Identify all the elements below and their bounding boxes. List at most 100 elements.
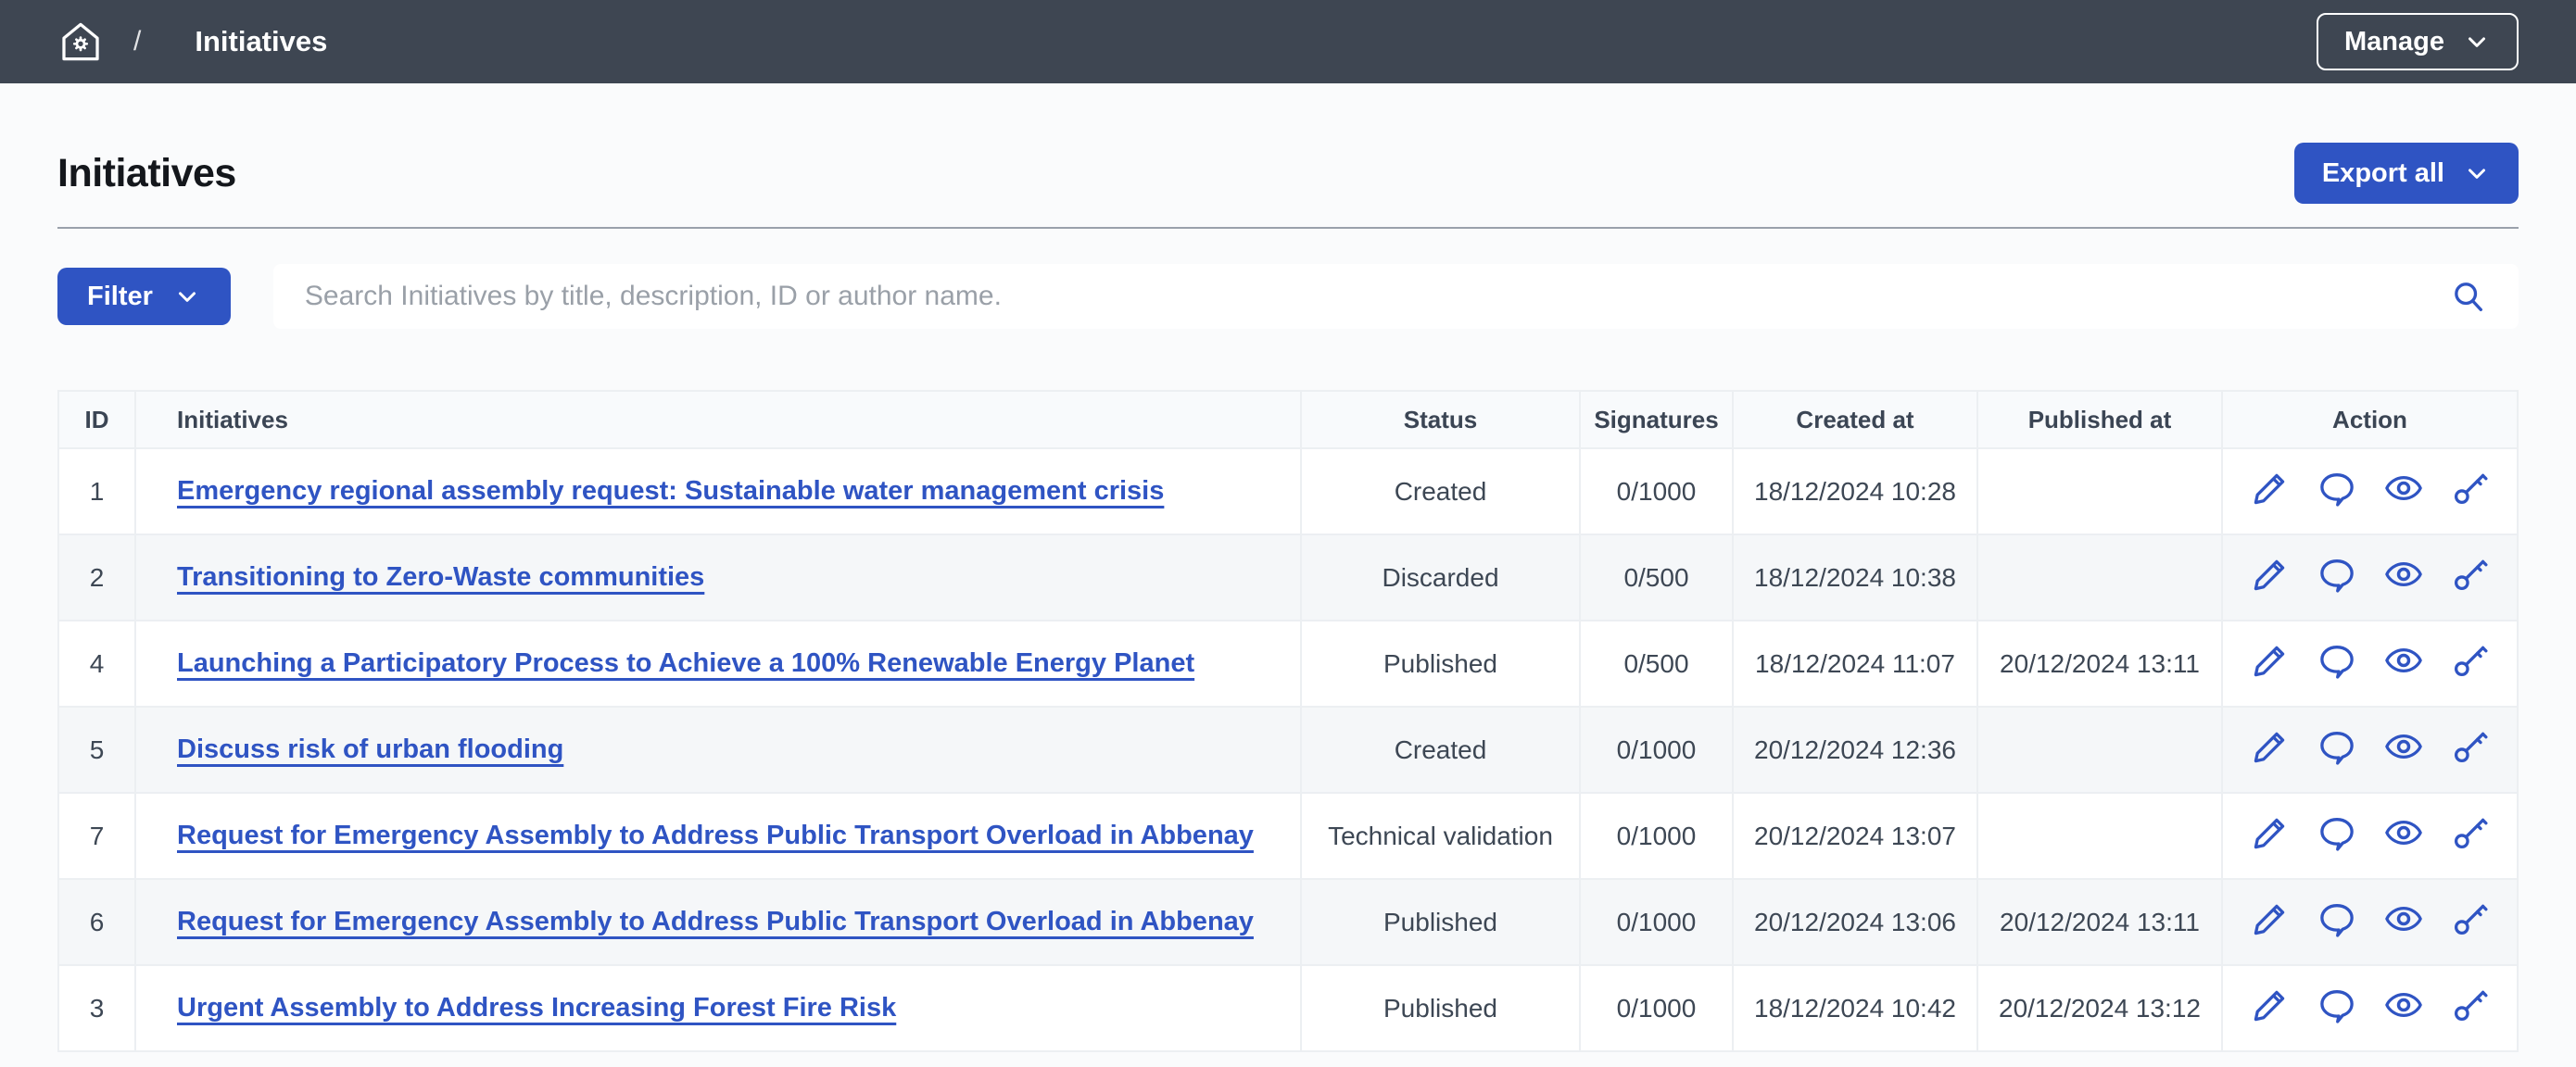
search-bar (272, 264, 2519, 329)
edit-pencil-icon[interactable] (2250, 468, 2291, 508)
header-divider (57, 227, 2519, 229)
column-header-created-at: Created at (1732, 390, 1978, 449)
column-header-id: ID (57, 390, 136, 449)
initiative-signatures: 0/500 (1579, 620, 1734, 708)
edit-pencil-icon[interactable] (2250, 726, 2291, 767)
answer-chat-icon[interactable] (2317, 898, 2357, 939)
preview-eye-icon[interactable] (2383, 985, 2424, 1025)
export-all-label: Export all (2321, 157, 2444, 188)
permissions-key-icon[interactable] (2450, 640, 2491, 681)
initiative-created-at: 20/12/2024 13:06 (1732, 878, 1978, 966)
initiative-status: Discarded (1300, 534, 1581, 621)
initiative-title-link[interactable]: Transitioning to Zero-Waste communities (177, 562, 705, 592)
table-header: ID Initiatives Status Signatures Created… (57, 390, 2519, 449)
answer-chat-icon[interactable] (2317, 640, 2357, 681)
edit-pencil-icon[interactable] (2250, 985, 2291, 1025)
filter-button-label: Filter (87, 281, 153, 311)
initiative-title-link[interactable]: Request for Emergency Assembly to Addres… (177, 821, 1254, 850)
initiative-title-cell: Launching a Participatory Process to Ach… (134, 620, 1302, 708)
manage-button[interactable]: Manage (2317, 13, 2519, 70)
initiatives-table: ID Initiatives Status Signatures Created… (57, 390, 2519, 1052)
initiative-published-at: 20/12/2024 13:12 (1976, 964, 2223, 1052)
initiative-actions (2221, 447, 2519, 535)
breadcrumb-separator: / (133, 26, 142, 56)
page-title: Initiatives (57, 150, 236, 195)
preview-eye-icon[interactable] (2383, 554, 2424, 595)
column-header-initiatives: Initiatives (134, 390, 1302, 449)
filter-button[interactable]: Filter (57, 268, 231, 325)
initiative-published-at: 20/12/2024 13:11 (1976, 878, 2223, 966)
search-icon[interactable] (2450, 278, 2487, 315)
initiative-id: 5 (57, 706, 136, 794)
initiative-status: Created (1300, 447, 1581, 535)
initiative-status: Published (1300, 964, 1581, 1052)
initiative-title-link[interactable]: Launching a Participatory Process to Ach… (177, 648, 1195, 678)
initiative-title-cell: Request for Emergency Assembly to Addres… (134, 792, 1302, 880)
permissions-key-icon[interactable] (2450, 468, 2491, 508)
initiative-actions (2221, 620, 2519, 708)
export-all-button[interactable]: Export all (2293, 143, 2519, 204)
initiative-created-at: 20/12/2024 13:07 (1732, 792, 1978, 880)
initiative-actions (2221, 706, 2519, 794)
answer-chat-icon[interactable] (2317, 554, 2357, 595)
initiative-actions (2221, 878, 2519, 966)
table-row: 3 Urgent Assembly to Address Increasing … (57, 964, 2519, 1052)
initiative-published-at (1976, 792, 2223, 880)
preview-eye-icon[interactable] (2383, 898, 2424, 939)
topbar: / Initiatives Manage (0, 0, 2576, 83)
permissions-key-icon[interactable] (2450, 985, 2491, 1025)
chevron-down-icon (2463, 28, 2491, 56)
search-input[interactable] (272, 264, 2519, 329)
initiative-actions (2221, 534, 2519, 621)
chevron-down-icon (173, 282, 201, 310)
preview-eye-icon[interactable] (2383, 468, 2424, 508)
permissions-key-icon[interactable] (2450, 812, 2491, 853)
preview-eye-icon[interactable] (2383, 726, 2424, 767)
edit-pencil-icon[interactable] (2250, 640, 2291, 681)
initiative-signatures: 0/500 (1579, 534, 1734, 621)
initiative-id: 1 (57, 447, 136, 535)
initiative-title-link[interactable]: Emergency regional assembly request: Sus… (177, 476, 1165, 506)
initiative-created-at: 18/12/2024 10:38 (1732, 534, 1978, 621)
edit-pencil-icon[interactable] (2250, 898, 2291, 939)
initiative-title-cell: Request for Emergency Assembly to Addres… (134, 878, 1302, 966)
home-gear-icon[interactable] (59, 20, 102, 63)
column-header-action: Action (2221, 390, 2519, 449)
initiative-created-at: 18/12/2024 11:07 (1732, 620, 1978, 708)
answer-chat-icon[interactable] (2317, 726, 2357, 767)
edit-pencil-icon[interactable] (2250, 812, 2291, 853)
answer-chat-icon[interactable] (2317, 985, 2357, 1025)
initiative-title-link[interactable]: Discuss risk of urban flooding (177, 734, 564, 764)
table-row: 2 Transitioning to Zero-Waste communitie… (57, 534, 2519, 621)
preview-eye-icon[interactable] (2383, 812, 2424, 853)
initiative-status: Created (1300, 706, 1581, 794)
answer-chat-icon[interactable] (2317, 812, 2357, 853)
initiative-title-link[interactable]: Request for Emergency Assembly to Addres… (177, 907, 1254, 936)
initiative-published-at (1976, 534, 2223, 621)
initiative-created-at: 20/12/2024 12:36 (1732, 706, 1978, 794)
initiative-id: 3 (57, 964, 136, 1052)
initiative-created-at: 18/12/2024 10:42 (1732, 964, 1978, 1052)
initiative-signatures: 0/1000 (1579, 964, 1734, 1052)
initiatives-table-body: 1 Emergency regional assembly request: S… (57, 447, 2519, 1052)
initiative-title-cell: Urgent Assembly to Address Increasing Fo… (134, 964, 1302, 1052)
initiative-title-cell: Emergency regional assembly request: Sus… (134, 447, 1302, 535)
initiative-id: 2 (57, 534, 136, 621)
chevron-down-icon (2463, 159, 2491, 187)
table-row: 4 Launching a Participatory Process to A… (57, 620, 2519, 708)
initiative-actions (2221, 792, 2519, 880)
edit-pencil-icon[interactable] (2250, 554, 2291, 595)
column-header-status: Status (1300, 390, 1581, 449)
initiative-signatures: 0/1000 (1579, 878, 1734, 966)
permissions-key-icon[interactable] (2450, 726, 2491, 767)
breadcrumb: Initiatives (195, 25, 328, 57)
initiative-status: Published (1300, 878, 1581, 966)
initiative-title-link[interactable]: Urgent Assembly to Address Increasing Fo… (177, 993, 897, 1023)
preview-eye-icon[interactable] (2383, 640, 2424, 681)
answer-chat-icon[interactable] (2317, 468, 2357, 508)
permissions-key-icon[interactable] (2450, 898, 2491, 939)
toolbar: Filter (57, 264, 2519, 329)
table-row: 5 Discuss risk of urban flooding Created… (57, 706, 2519, 794)
permissions-key-icon[interactable] (2450, 554, 2491, 595)
initiative-id: 6 (57, 878, 136, 966)
